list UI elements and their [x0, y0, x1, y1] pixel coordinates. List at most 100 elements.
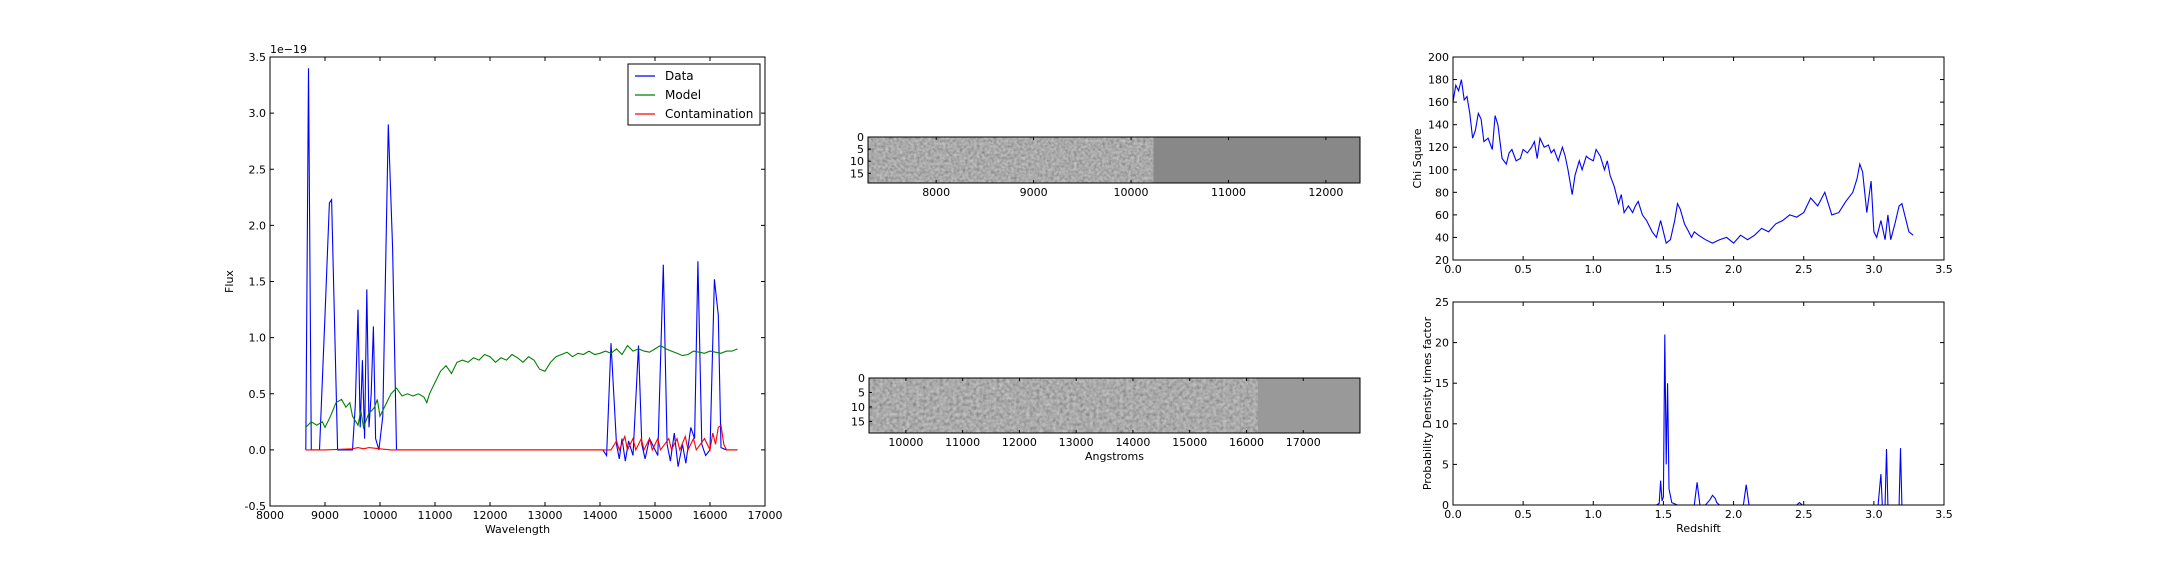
x-axis-label: Redshift — [1676, 522, 1721, 535]
y-tick-label: 5 — [1442, 458, 1449, 471]
y-tick-label: 0 — [1442, 499, 1449, 512]
x-axis-label: Wavelength — [485, 523, 550, 536]
lower-2d-data-tint — [869, 378, 1258, 433]
y-axis-label: Probability Density times factor — [1421, 316, 1434, 490]
x-tick-label: 1.0 — [1585, 263, 1603, 276]
x-tick-label: 11000 — [1211, 186, 1246, 199]
probability-density-panel: 0.0 0.5 1.0 1.5 2.0 2.5 3.0 3.5 0 5 10 15 20 25 Redshi… — [1421, 296, 1953, 535]
y-tick-label: 100 — [1428, 164, 1449, 177]
x-tick-label: 9000 — [1020, 186, 1048, 199]
y-tick-label: 0.5 — [249, 388, 267, 401]
legend-box — [627, 63, 761, 126]
upper-2d-data-tint — [868, 137, 1154, 183]
legend-label-model: Model — [665, 88, 701, 102]
y-tick-label: 200 — [1428, 51, 1449, 64]
y-tick-label: 10 — [1435, 418, 1449, 431]
axes-frame — [867, 136, 1361, 184]
lower-2d-spectrum-panel: 10000 11000 12000 13000 14000 15000 16000 17000… — [851, 372, 1361, 463]
x-tick-label: 2.0 — [1725, 508, 1743, 521]
x-tick-label: 0.0 — [1444, 508, 1462, 521]
y-tick-label: 1.5 — [249, 276, 267, 289]
x-tick-label: 2.5 — [1795, 508, 1813, 521]
x-tick-label: 11000 — [418, 509, 453, 522]
y-tick-label: 15 — [850, 167, 864, 180]
x-tick-label: 3.0 — [1865, 508, 1883, 521]
y-tick-label: 0 — [857, 131, 864, 144]
y-tick-label: 5 — [857, 143, 864, 156]
y-axis-label: Chi Square — [1411, 128, 1424, 188]
x-tick-label: 8000 — [922, 186, 950, 199]
y-tick-label: 10 — [850, 155, 864, 168]
x-tick-label: 12000 — [473, 509, 508, 522]
y-tick-label: 60 — [1435, 209, 1449, 222]
y-tick-label: 180 — [1428, 74, 1449, 87]
x-tick-label: 10000 — [1114, 186, 1149, 199]
axes-frame — [269, 56, 766, 507]
chi-square-panel: 0.0 0.5 1.0 1.5 2.0 2.5 3.0 3.5 20 40 60 80 100 120 14… — [1411, 51, 1953, 276]
series-model-line — [305, 344, 738, 430]
y-tick-label: 20 — [1435, 254, 1449, 267]
y-tick-label: 2.5 — [249, 163, 267, 176]
legend-label-contamination: Contamination — [665, 107, 753, 121]
x-tick-label: 3.5 — [1935, 263, 1953, 276]
x-tick-label: 13000 — [528, 509, 563, 522]
y-tick-label: 160 — [1428, 96, 1449, 109]
x-tick-label: 17000 — [1286, 436, 1321, 449]
legend-label-data: Data — [665, 69, 694, 83]
x-tick-label: 12000 — [1002, 436, 1037, 449]
x-tick-label: 0.5 — [1514, 263, 1532, 276]
x-tick-label: 1.5 — [1655, 508, 1673, 521]
y-tick-label: 0 — [858, 372, 865, 385]
upper-2d-data-region — [868, 137, 1154, 183]
series-contamination-line — [305, 424, 738, 452]
y-tick-label: 3.0 — [249, 107, 267, 120]
y-tick-label: 5 — [858, 386, 865, 399]
y-tick-label: 140 — [1428, 119, 1449, 132]
x-tick-label: 16000 — [1229, 436, 1264, 449]
y-tick-label: 20 — [1435, 337, 1449, 350]
legend: Data Model Contamination — [627, 63, 761, 126]
y-tick-label: 1.0 — [249, 332, 267, 345]
y-axis-label: Flux — [223, 270, 236, 293]
x-tick-label: 14000 — [1115, 436, 1150, 449]
x-tick-label: 2.5 — [1795, 263, 1813, 276]
x-tick-label: 9000 — [311, 509, 339, 522]
y-tick-label: 3.5 — [249, 51, 267, 64]
x-tick-label: 16000 — [693, 509, 728, 522]
y-tick-label: 15 — [1435, 377, 1449, 390]
x-tick-label: 10000 — [363, 509, 398, 522]
y-offset-label: 1e−19 — [270, 43, 307, 56]
y-tick-label: 80 — [1435, 186, 1449, 199]
x-tick-label: 15000 — [638, 509, 673, 522]
probability-density-line — [1453, 334, 1916, 505]
y-tick-label: -0.5 — [245, 500, 266, 513]
y-tick-label: 120 — [1428, 141, 1449, 154]
x-tick-label: 14000 — [583, 509, 618, 522]
series-data-line — [305, 68, 738, 467]
x-tick-label: 8000 — [256, 509, 284, 522]
lower-2d-data-region — [869, 378, 1258, 433]
axes-frame — [1452, 56, 1945, 261]
y-tick-label: 40 — [1435, 231, 1449, 244]
chi-square-line — [1453, 79, 1914, 245]
spectrum-panel: 8000 9000 10000 11000 12000 13000 14000 15000 16… — [223, 43, 783, 536]
x-tick-label: 3.5 — [1935, 508, 1953, 521]
x-tick-label: 0.0 — [1444, 263, 1462, 276]
x-axis-label: Angstroms — [1085, 450, 1144, 463]
x-tick-label: 3.0 — [1865, 263, 1883, 276]
y-tick-label: 25 — [1435, 296, 1449, 309]
y-tick-label: 0.0 — [249, 444, 267, 457]
axes-frame — [1452, 301, 1945, 506]
axes-frame — [868, 377, 1361, 434]
y-tick-label: 15 — [851, 415, 865, 428]
x-tick-label: 10000 — [888, 436, 923, 449]
x-tick-label: 12000 — [1308, 186, 1343, 199]
y-tick-label: 2.0 — [249, 219, 267, 232]
x-tick-label: 1.0 — [1585, 508, 1603, 521]
x-tick-label: 0.5 — [1514, 508, 1532, 521]
x-tick-label: 15000 — [1172, 436, 1207, 449]
x-tick-label: 2.0 — [1725, 263, 1743, 276]
y-tick-label: 10 — [851, 401, 865, 414]
